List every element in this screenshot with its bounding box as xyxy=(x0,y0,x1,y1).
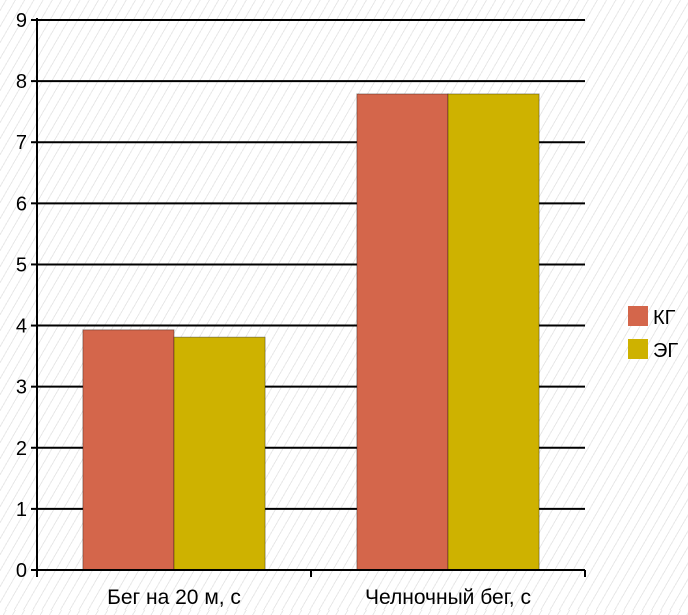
y-tick-label: 2 xyxy=(16,438,27,460)
y-tick-label: 3 xyxy=(16,377,27,399)
y-tick-label: 5 xyxy=(16,254,27,276)
bar-КГ-1 xyxy=(356,93,449,571)
y-tick-label: 0 xyxy=(16,560,27,582)
y-tick-label: 9 xyxy=(16,10,27,32)
y-tick-label: 1 xyxy=(16,499,27,521)
axes xyxy=(31,18,586,577)
bar-ЭГ-1 xyxy=(447,93,540,571)
tick-labels: 0 1 2 3 4 5 6 7 8 9 Бег на 20 м, с Челночный бег, с xyxy=(16,10,531,609)
y-tick-label: 8 xyxy=(16,71,27,93)
legend: КГ ЭГ xyxy=(628,306,678,362)
y-tick-label: 6 xyxy=(16,193,27,215)
bar-КГ-0 xyxy=(82,329,175,571)
bars xyxy=(82,93,540,571)
legend-swatch xyxy=(628,306,648,326)
x-category-label: Бег на 20 м, с xyxy=(107,586,241,609)
legend-swatch xyxy=(628,339,648,359)
y-tick-label: 7 xyxy=(16,132,27,154)
legend-label: ЭГ xyxy=(653,340,678,362)
bar-ЭГ-0 xyxy=(173,336,266,571)
x-category-label: Челночный бег, с xyxy=(365,586,531,609)
y-tick-label: 4 xyxy=(16,316,27,338)
legend-label: КГ xyxy=(653,307,676,329)
